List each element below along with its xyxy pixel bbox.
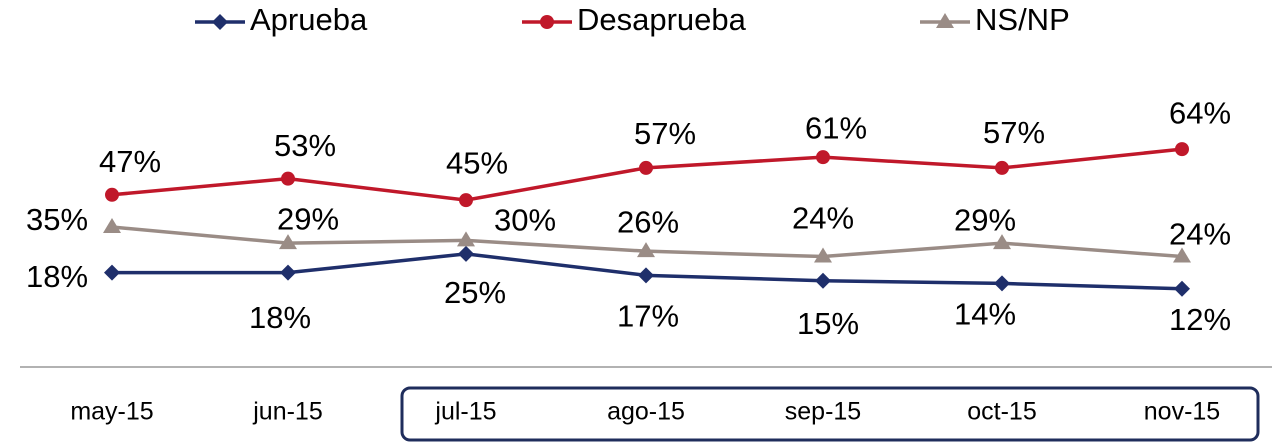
marker xyxy=(280,264,296,281)
x-tick-label: nov-15 xyxy=(1144,398,1220,426)
marker xyxy=(638,267,654,284)
marker xyxy=(816,150,830,165)
marker xyxy=(105,187,119,202)
data-label: 30% xyxy=(494,203,556,238)
data-label: 57% xyxy=(983,115,1045,150)
highlight-box xyxy=(400,386,1260,442)
legend-marker xyxy=(212,14,228,30)
data-label: 18% xyxy=(249,300,311,335)
marker xyxy=(104,264,120,281)
marker xyxy=(459,193,473,208)
data-label: 18% xyxy=(26,259,88,294)
data-label: 17% xyxy=(617,299,679,334)
x-tick-label: sep-15 xyxy=(785,398,861,426)
x-tick-label: jun-15 xyxy=(252,398,323,426)
data-label: 24% xyxy=(1169,217,1231,252)
marker xyxy=(458,245,474,262)
data-label: 12% xyxy=(1169,302,1231,337)
x-tick-label: ago-15 xyxy=(607,398,685,426)
x-tick-label: may-15 xyxy=(70,398,153,426)
data-label: 14% xyxy=(954,297,1016,332)
data-label: 35% xyxy=(26,202,88,237)
data-label: 57% xyxy=(634,116,696,151)
marker xyxy=(815,272,831,289)
marker xyxy=(279,234,297,250)
data-label: 24% xyxy=(792,201,854,236)
data-label: 25% xyxy=(444,275,506,310)
marker xyxy=(1173,247,1191,263)
data-label: 53% xyxy=(274,128,336,163)
data-label: 29% xyxy=(277,201,339,236)
marker xyxy=(1175,142,1189,157)
marker xyxy=(103,218,121,233)
legend-label: Aprueba xyxy=(250,2,368,37)
marker xyxy=(993,234,1011,250)
data-label: 45% xyxy=(446,145,508,180)
marker xyxy=(457,231,475,247)
data-label: 15% xyxy=(797,306,859,341)
legend-marker xyxy=(936,13,954,28)
legend-marker xyxy=(540,15,554,29)
marker xyxy=(995,160,1009,175)
data-label: 61% xyxy=(805,110,867,145)
marker xyxy=(994,275,1010,292)
marker xyxy=(637,242,655,258)
data-label: 26% xyxy=(617,204,679,239)
x-tick-label: jul-15 xyxy=(434,398,496,426)
x-tick-label: oct-15 xyxy=(967,398,1036,426)
legend-label: Desaprueba xyxy=(577,2,747,37)
marker xyxy=(639,160,653,175)
data-label: 29% xyxy=(954,202,1016,237)
data-label: 64% xyxy=(1169,95,1231,130)
marker xyxy=(1174,280,1190,297)
marker xyxy=(814,247,832,263)
legend-label: NS/NP xyxy=(975,2,1070,37)
marker xyxy=(281,171,295,186)
data-label: 47% xyxy=(99,144,161,179)
